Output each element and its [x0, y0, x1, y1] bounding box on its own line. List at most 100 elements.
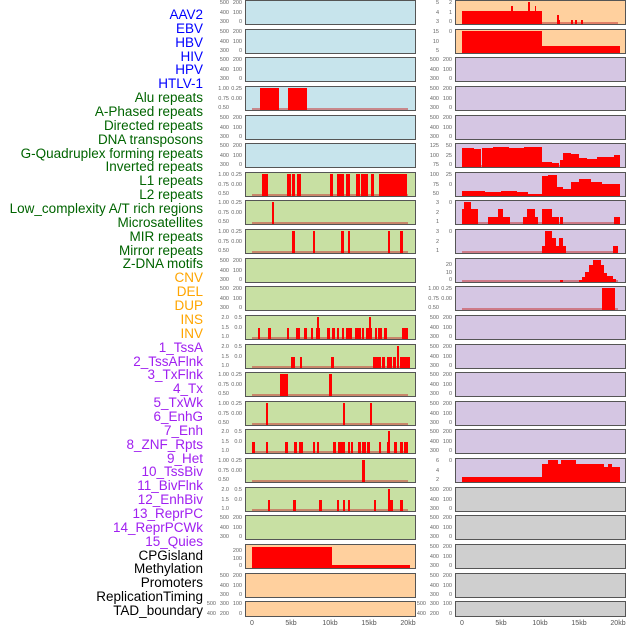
y-tick-label: 100 — [232, 295, 242, 302]
bar — [571, 19, 573, 24]
track-panel-right — [455, 487, 626, 512]
bar — [340, 231, 345, 253]
track-panel-right — [455, 172, 626, 197]
y-tick-label: 0.00 — [231, 209, 242, 216]
y-tick-label: 75 — [432, 181, 439, 188]
y-tick-label: 200 — [219, 611, 229, 617]
y-tick-label: 100 — [442, 66, 452, 73]
y-tick-label: 0.50 — [218, 219, 229, 225]
x-tick-label: 0 — [460, 620, 464, 627]
bar — [387, 500, 394, 511]
y-tick-label: 1 — [435, 219, 439, 225]
y-tick-label: 0 — [448, 277, 452, 283]
track-panel-left — [245, 372, 416, 397]
y-tick-label: 500 — [206, 601, 216, 607]
track-label: 5_TxWk — [153, 395, 203, 411]
y-tick-label: 4 — [435, 9, 439, 16]
bar — [375, 328, 377, 339]
y-tick-label: 0 — [448, 105, 452, 111]
bar — [532, 146, 543, 167]
bar — [462, 209, 465, 224]
y-tick-label: 1.5 — [221, 353, 229, 360]
bar — [267, 500, 270, 511]
bar — [516, 192, 529, 196]
bar — [575, 463, 604, 482]
y-tick-label: 0 — [238, 48, 242, 54]
track-panel-right — [455, 229, 626, 254]
y-tick-label: 300 — [219, 162, 229, 168]
bar — [571, 154, 579, 167]
bar — [575, 19, 577, 24]
y-tick-label: 300 — [429, 592, 439, 598]
bar — [316, 442, 320, 453]
x-tick-label: 10kb — [322, 620, 338, 627]
baseline — [462, 280, 618, 282]
y-tick-label: 200 — [442, 401, 452, 407]
track-label: HIV — [180, 48, 203, 64]
y-tick-label: 100 — [442, 438, 452, 445]
y-tick-label: 1.00 — [218, 200, 229, 206]
y-tick-label: 100 — [442, 496, 452, 503]
y-tick-label: 1.0 — [221, 506, 229, 512]
y-tick-label: 400 — [429, 582, 439, 589]
bar — [312, 442, 316, 453]
y-tick-label: 300 — [219, 305, 229, 311]
bar — [613, 278, 617, 282]
track-label: Z-DNA motifs — [122, 256, 203, 272]
bar — [473, 149, 482, 167]
bar — [464, 202, 472, 224]
bar — [284, 442, 288, 453]
y-tick-label: 200 — [442, 315, 452, 321]
y-tick-label: 200 — [232, 0, 242, 6]
y-tick-label: 400 — [219, 38, 229, 45]
bar — [329, 374, 333, 396]
bar — [312, 231, 316, 253]
track-label: 2_TssAFlnk — [133, 353, 203, 369]
y-tick-label: 0.00 — [231, 95, 242, 102]
y-tick-label: 2.0 — [221, 344, 229, 350]
y-tick-label: 1 — [448, 9, 452, 16]
track-label: HPV — [175, 62, 203, 78]
track-label: 10_TssBiv — [141, 464, 203, 480]
track-label: Low_complexity A/T rich regions — [9, 201, 203, 217]
y-tick-label: 50 — [432, 191, 439, 197]
bar — [379, 174, 408, 196]
bar — [542, 161, 552, 167]
y-tick-label: 0 — [238, 76, 242, 82]
track-panel-left — [245, 229, 416, 254]
y-tick-label: 50 — [445, 143, 452, 149]
y-tick-label: 200 — [232, 258, 242, 264]
track-label: 9_Het — [166, 450, 203, 466]
bar — [259, 88, 280, 110]
bar — [542, 463, 548, 482]
bar — [526, 209, 535, 224]
y-tick-label: 25 — [445, 152, 452, 159]
bar — [557, 186, 564, 196]
y-tick-label: 100 — [232, 9, 242, 16]
y-tick-label: 300 — [219, 19, 229, 25]
bar — [295, 328, 300, 339]
y-tick-label: 2 — [435, 238, 439, 245]
y-tick-label: 0.25 — [231, 372, 242, 378]
bar — [579, 157, 587, 167]
y-tick-label: 200 — [232, 57, 242, 63]
bar — [493, 147, 509, 167]
y-tick-label: 100 — [442, 324, 452, 331]
bar — [266, 442, 268, 453]
track-panel-left — [245, 515, 416, 540]
y-tick-label: 400 — [219, 267, 229, 274]
y-tick-label: 2 — [448, 0, 452, 6]
baseline — [252, 366, 408, 368]
y-tick-label: 400 — [219, 9, 229, 16]
y-tick-label: 1.5 — [221, 496, 229, 503]
bar — [287, 88, 308, 110]
bar — [298, 442, 303, 453]
track-label: L1 repeats — [139, 173, 203, 189]
y-tick-label: 100 — [232, 267, 242, 274]
y-tick-label: 200 — [442, 57, 452, 63]
y-tick-label: 100 — [232, 524, 242, 531]
y-tick-label: 300 — [219, 592, 229, 598]
y-tick-label: 5 — [435, 48, 439, 54]
bar — [387, 489, 391, 511]
y-tick-label: 500 — [429, 573, 439, 579]
